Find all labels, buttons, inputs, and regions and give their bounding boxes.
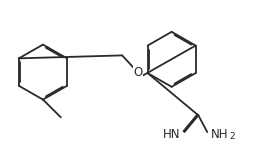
- Text: O: O: [133, 66, 143, 79]
- Text: NH: NH: [211, 128, 229, 141]
- Text: 2: 2: [229, 132, 235, 141]
- Text: HN: HN: [163, 128, 180, 141]
